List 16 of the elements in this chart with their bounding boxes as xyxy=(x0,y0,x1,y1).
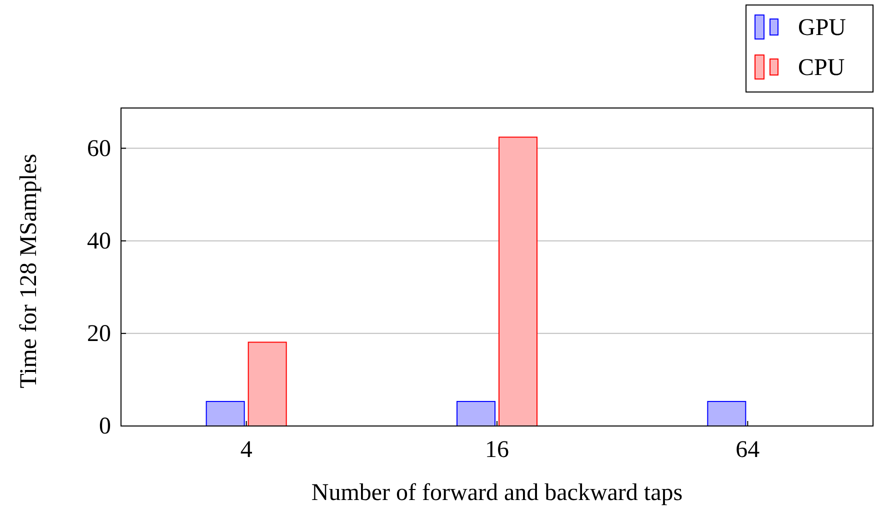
y-axis-title: Time for 128 MSamples xyxy=(16,154,42,388)
y-tick-label: 60 xyxy=(87,136,111,162)
bar xyxy=(206,400,245,426)
y-tick-label: 20 xyxy=(87,321,111,348)
legend-label: GPU xyxy=(798,15,846,41)
y-tick-label: 0 xyxy=(99,414,111,440)
x-axis-title: Number of forward and backward taps xyxy=(311,480,683,506)
x-tick-label: 4 xyxy=(240,437,252,464)
y-tick-label: 40 xyxy=(87,228,111,255)
legend-label: CPU xyxy=(798,55,845,81)
x-tick-label: 64 xyxy=(736,437,760,464)
bar xyxy=(707,400,746,426)
bar xyxy=(456,400,496,426)
bar xyxy=(498,136,538,426)
bar xyxy=(248,342,287,426)
x-tick-label: 16 xyxy=(485,437,509,464)
